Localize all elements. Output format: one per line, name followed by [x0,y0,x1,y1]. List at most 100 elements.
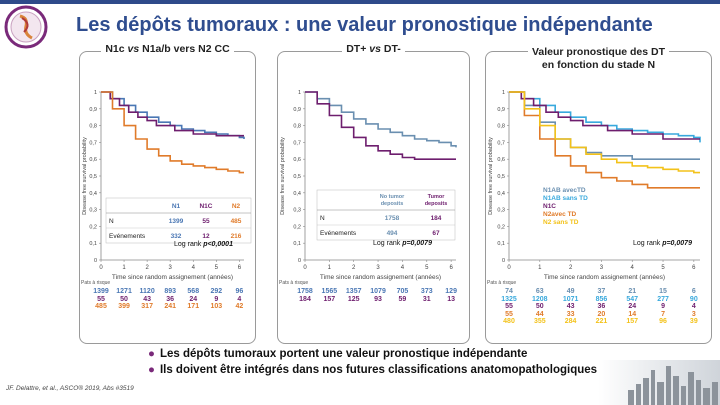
x-tick-label: 2 [569,265,573,271]
km-chart-3: 0 0,1 0,2 0,3 0,4 0,5 0,6 0,7 0,8 0,9 1 0 1 2 3 4 5 6 Time… [488,90,701,281]
at-risk-value: 6 [691,288,696,295]
legend-item: N1AB avecTD [543,187,586,194]
logrank-label: Log rank [633,240,662,247]
at-risk-value: 1357 [345,288,362,295]
km-curve-n2avec-td [509,91,700,189]
at-risk-value: 241 [164,303,177,310]
logrank-pvalue: p=0,0079 [401,240,432,247]
y-tick-label: 0,2 [89,224,97,230]
y-tick-label: 0,5 [497,174,505,180]
at-risk-value: 15 [659,288,667,295]
stats-table-header: N2 [232,203,241,210]
panel-title: Valeur pronostique des DT en fonction du … [486,46,711,72]
at-risk-value: 1208 [532,295,548,303]
x-tick-label: 1 [538,265,542,271]
at-risk-value: 129 [445,288,457,295]
km-curve-n1 [101,91,245,139]
stats-table-bg [316,189,456,241]
legend-item: N2 sans TD [543,219,579,226]
legend-item: N2avec TD [543,211,577,218]
panel-title-vs: vs [369,43,381,55]
x-tick-label: 4 [192,265,196,271]
x-tick-label: 6 [449,265,453,271]
society-logo [4,5,48,49]
stats-table-cell: 494 [387,230,398,237]
y-tick-label: 0,4 [293,191,301,197]
at-risk-value: 184 [299,295,311,303]
at-risk-value: 9 [214,295,219,303]
at-risk-value: 50 [535,303,544,310]
conclusion-bullets: ● Les dépôts tumoraux portent une valeur … [148,346,597,378]
bullet-item: ● Les dépôts tumoraux portent une valeur … [148,346,597,362]
y-tick-label: 0,3 [89,208,97,214]
y-tick-label: 0,7 [89,140,97,146]
y-tick-label: 0 [298,258,301,264]
at-risk-value: 33 [566,310,575,318]
stats-table-cell: 12 [202,233,210,240]
legend-item: N1AB sans TD [543,195,588,202]
at-risk-value: 221 [595,318,608,325]
stats-table-bg [105,197,252,244]
bullet-dot-icon: ● [148,364,155,376]
x-axis-label: Time since random assignement (années) [112,274,233,281]
at-risk-value: 1399 [93,288,109,295]
km-curve-no-tumor-deposits [305,91,457,148]
y-tick-label: 0,5 [293,174,301,180]
km-curve-n1ab-sans-td [509,91,701,143]
km-chart-1: 00,10,20,30,40,50,60,70,80,910 1 2 3 4 5 6Time… [82,90,252,281]
at-risk-value: 277 [657,295,669,303]
panel-title-part: N1c [105,43,128,55]
at-risk-value: 284 [564,318,577,325]
y-tick-label: 0,4 [497,191,505,197]
logrank-label: Log rank [373,240,402,247]
at-risk-value: 24 [189,295,198,303]
y-tick-label: 0,9 [497,107,505,113]
at-risk-value: 1120 [139,288,155,295]
at-risk-value: 49 [566,288,575,295]
bullet-item: ● Ils doivent être intégrés dans nos futu… [148,362,597,378]
at-risk-value: 63 [535,288,544,295]
at-risk-value: 93 [374,295,382,303]
x-tick-label: 6 [238,265,242,271]
y-tick-label: 0,1 [89,241,97,247]
at-risk-value: 4 [237,295,242,303]
stats-table-cell: 216 [231,233,242,240]
city-skyline-decoration [598,360,720,405]
stats-table-cell: 485 [231,218,242,225]
at-risk-value: 13 [447,295,456,303]
y-axis-label: Disease free survival probability [280,137,286,215]
x-tick-label: 1 [328,265,332,271]
x-tick-label: 3 [376,265,380,271]
y-tick-label: 0,5 [89,174,97,180]
logrank-pvalue: p=0,0079 [661,240,692,247]
x-tick-label: 5 [215,265,219,271]
km-curve-tumor-deposits [305,91,456,160]
legend-item: N1C [543,203,556,210]
km-curve-n2-sans-td [509,91,700,174]
at-risk-value: 90 [689,295,698,303]
y-tick-label: 1 [94,90,97,96]
at-risk-value: 43 [566,303,575,310]
at-risk-value: 547 [626,295,639,303]
stats-table-cell: Evénements [109,233,146,240]
x-tick-label: 0 [507,265,511,271]
km-curve-n2 [101,91,244,174]
at-risk-value: 568 [187,288,200,295]
at-risk-value: 37 [597,288,606,295]
x-axis-label: Time since random assignement (années) [320,274,441,281]
x-tick-label: 0 [99,265,103,271]
at-risk-value: 103 [210,303,223,310]
at-risk-value: 1565 [321,288,338,295]
y-tick-label: 0,8 [293,124,301,130]
at-risk-value: 44 [535,310,544,318]
panel-title-line: en fonction du stade N [537,59,660,71]
x-tick-label: 1 [122,265,126,271]
at-risk-value: 1758 [297,288,313,295]
at-risk-value: 373 [420,288,433,295]
at-risk-value: 1071 [562,295,579,303]
y-tick-label: 0,2 [497,224,505,230]
at-risk-value: 4 [691,303,696,310]
at-risk-value: 399 [118,303,130,310]
stats-table-cell: 184 [431,215,442,222]
at-risk-value: 42 [235,303,244,310]
